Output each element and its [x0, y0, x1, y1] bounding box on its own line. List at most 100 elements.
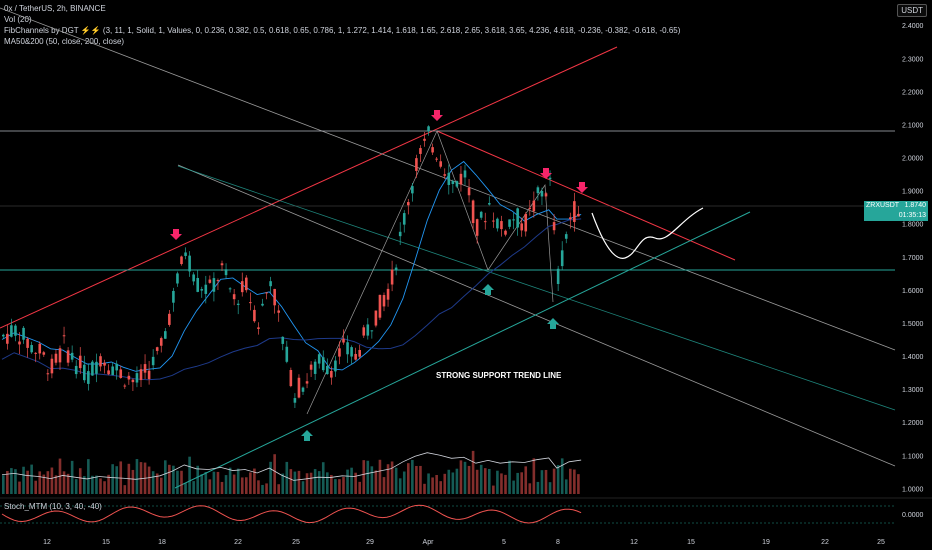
- volume-bar: [488, 468, 491, 494]
- support-trend-line[interactable]: [174, 211, 751, 489]
- volume-bar: [451, 472, 455, 494]
- volume-bar: [524, 466, 528, 494]
- volume-bar: [62, 471, 66, 494]
- candle-body: [338, 348, 341, 357]
- candle-body: [46, 373, 50, 375]
- candle-body: [321, 357, 325, 371]
- volume-bar: [313, 469, 317, 494]
- volume-bar: [540, 470, 544, 494]
- volume-bar: [180, 470, 183, 494]
- candle-body: [342, 338, 345, 343]
- volume-bar: [544, 469, 548, 494]
- fib-triangle-lines[interactable]: [306, 130, 554, 415]
- volume-bar: [573, 469, 576, 494]
- candle-body: [200, 289, 204, 291]
- up-arrow-marker: [301, 430, 313, 441]
- volume-bar: [512, 480, 515, 494]
- candle-body: [155, 347, 159, 351]
- up-arrow-marker: [547, 318, 559, 329]
- volume-indicator-title[interactable]: Vol (20): [4, 15, 32, 24]
- volume-bar: [577, 474, 580, 494]
- resistance-line-upper[interactable]: [0, 46, 618, 329]
- x-tick-label: 22: [234, 539, 242, 546]
- candle-body: [326, 365, 329, 375]
- volume-bar: [321, 462, 325, 494]
- candle-body: [184, 252, 187, 256]
- candle-body: [62, 335, 66, 337]
- volume-bar: [402, 471, 406, 494]
- candle-body: [398, 231, 402, 237]
- candle-body: [309, 364, 313, 370]
- volume-bar: [504, 474, 507, 494]
- candle-body: [528, 207, 532, 209]
- volume-bar: [297, 470, 301, 494]
- y-tick-label: 2.0000: [902, 156, 924, 163]
- channel-mid-line[interactable]: [177, 165, 896, 411]
- volume-bar: [228, 467, 232, 494]
- candle-body: [249, 302, 252, 304]
- volume-bar: [362, 460, 366, 494]
- moving-average-indicator-title[interactable]: MA50&200 (50, close, 200, close): [4, 37, 125, 46]
- candle-body: [573, 201, 576, 222]
- candle-body: [176, 273, 179, 284]
- fib-channels-indicator-title[interactable]: FibChannels by DGT ⚡⚡ (3, 11, 1, Solid, …: [4, 26, 681, 35]
- candle-body: [2, 334, 5, 337]
- resistance-line-descending[interactable]: [436, 130, 736, 261]
- volume-bar: [249, 472, 252, 494]
- candle-body: [479, 211, 483, 218]
- candle-body: [382, 295, 386, 307]
- volume-bar: [184, 483, 187, 494]
- volume-bar: [155, 473, 159, 494]
- volume-bars: [2, 450, 580, 494]
- volume-bar: [390, 461, 394, 494]
- volume-bar: [38, 471, 42, 494]
- osc-tick-label: 0.0000: [902, 512, 924, 519]
- volume-bar: [236, 468, 240, 494]
- volume-bar: [253, 468, 256, 494]
- volume-bar: [475, 469, 479, 494]
- candle-body: [58, 348, 62, 363]
- candle-body: [483, 221, 487, 223]
- volume-bar: [273, 454, 276, 494]
- candle-body: [107, 370, 110, 375]
- candle-body: [411, 186, 414, 194]
- projection-path[interactable]: [591, 207, 704, 259]
- volume-bar: [232, 474, 236, 494]
- candle-body: [471, 200, 475, 224]
- volume-bar: [164, 460, 167, 494]
- price-axis[interactable]: 2.4000 2.3000 2.2000 2.1000 2.0000 1.9000 1.80…: [902, 23, 924, 519]
- candle-body: [556, 268, 560, 284]
- currency-selector[interactable]: USDT: [897, 4, 927, 17]
- y-tick-label: 1.0000: [902, 486, 924, 493]
- volume-bar: [423, 483, 426, 494]
- volume-bar: [398, 478, 402, 494]
- volume-bar: [6, 470, 9, 494]
- x-tick-label: 29: [366, 539, 374, 546]
- candle-body: [293, 398, 297, 403]
- candle-body: [30, 345, 33, 353]
- support-annotation: STRONG SUPPORT TREND LINE: [436, 371, 562, 380]
- candle-body: [447, 172, 451, 185]
- candle-body: [443, 174, 447, 176]
- trendlines[interactable]: [0, 7, 896, 489]
- down-arrow-marker: [576, 182, 588, 193]
- volume-bar: [370, 466, 374, 494]
- oscillator-indicator-title[interactable]: Stoch_MTM (10, 3, 40, -40): [4, 502, 102, 511]
- x-tick-label: 25: [877, 539, 885, 546]
- candlesticks[interactable]: [2, 125, 580, 408]
- candle-body: [423, 138, 426, 141]
- volume-bar: [224, 475, 228, 494]
- y-tick-label: 2.1000: [902, 122, 924, 129]
- volume-bar: [240, 477, 244, 494]
- candle-body: [305, 381, 309, 384]
- candle-body: [212, 278, 216, 292]
- candle-body: [172, 290, 175, 303]
- time-axis[interactable]: 12 15 18 22 25 29 Apr 5 8 12 15 19 22 25: [43, 539, 885, 546]
- volume-bar: [70, 460, 74, 494]
- candle-body: [115, 363, 118, 371]
- outer-channel-line-bottom[interactable]: [177, 164, 896, 467]
- volume-bar: [560, 458, 564, 494]
- volume-bar: [261, 484, 264, 494]
- oscillator-pane[interactable]: [0, 497, 932, 524]
